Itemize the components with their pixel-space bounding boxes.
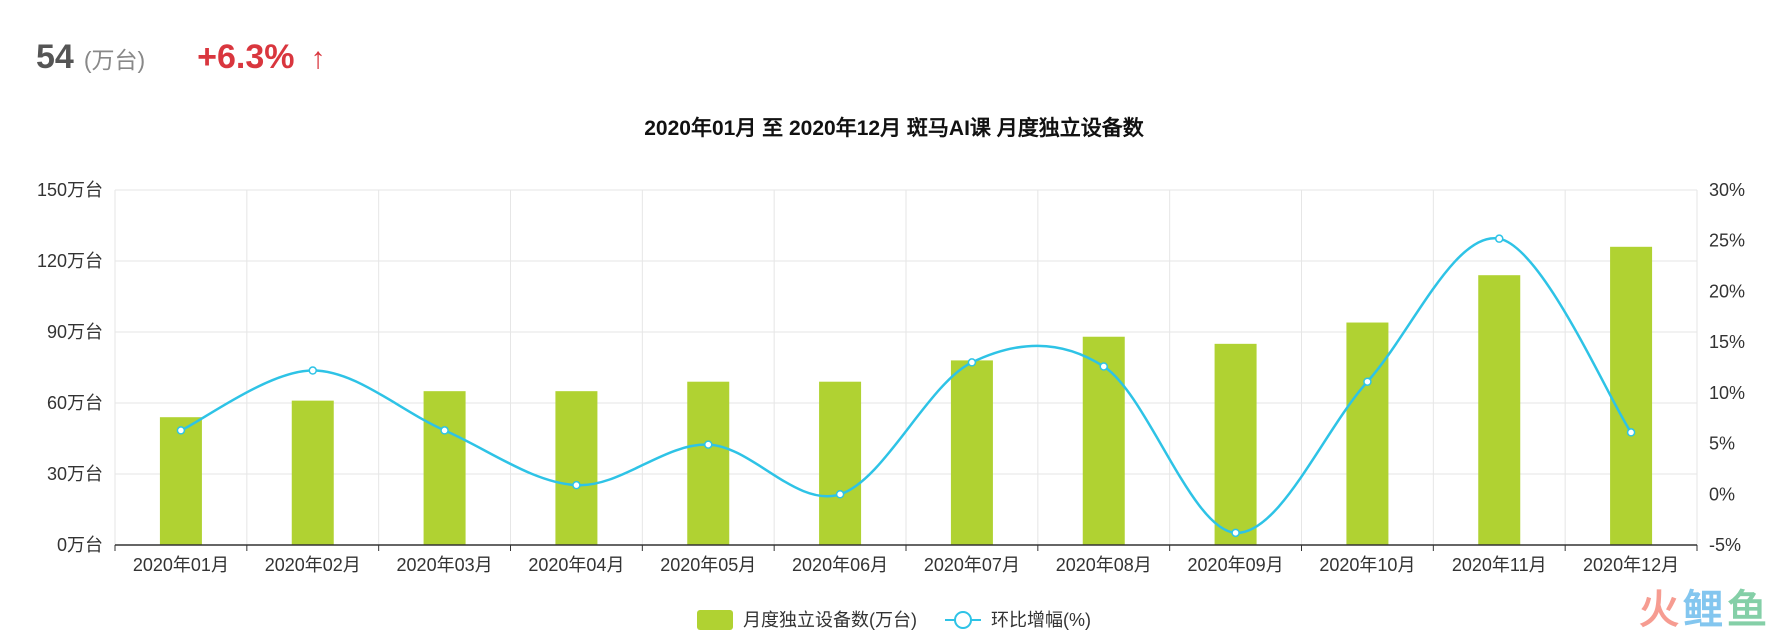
kpi-value: 54 — [36, 38, 74, 76]
line-point[interactable] — [440, 426, 449, 435]
kpi-summary: 54 (万台) +6.3% ↑ — [36, 38, 326, 77]
bar[interactable] — [159, 417, 202, 545]
left-axis-tick-label: 150万台 — [37, 180, 103, 200]
legend-line-label[interactable]: 环比增幅(%) — [991, 610, 1091, 630]
watermark-logo: 火鲤鱼 — [1639, 577, 1771, 635]
line-point[interactable] — [1626, 428, 1636, 437]
x-axis-tick-label: 2020年11月 — [1452, 555, 1547, 575]
x-axis-tick-label: 2020年08月 — [1056, 555, 1152, 575]
left-axis-tick-label: 30万台 — [47, 464, 103, 484]
left-axis: 0万台 30万台 60万台 90万台 120万台 150万台 — [37, 180, 103, 555]
right-axis-tick-label: 25% — [1709, 231, 1745, 251]
chart-title: 2020年01月 至 2020年12月 斑马AI课 月度独立设备数 — [644, 116, 1144, 140]
legend[interactable]: 月度独立设备数(万台) 环比增幅(%) — [697, 610, 1091, 630]
watermark-char: 鲤 — [1683, 587, 1727, 633]
line-point[interactable] — [835, 490, 845, 499]
line-series — [176, 234, 1636, 538]
bar[interactable] — [1082, 336, 1125, 545]
legend-bar-label[interactable]: 月度独立设备数(万台) — [743, 610, 917, 630]
left-axis-tick-label: 0万台 — [57, 535, 103, 555]
right-axis: -5% 0% 5% 10% 15% 20% 25% 30% — [1709, 180, 1745, 555]
right-axis-tick-label: 0% — [1709, 484, 1735, 504]
line-point[interactable] — [1231, 528, 1240, 538]
x-axis-tick-label: 2020年05月 — [660, 555, 756, 575]
x-axis-tick-label: 2020年10月 — [1319, 555, 1415, 575]
line-point[interactable] — [308, 366, 317, 375]
line-point[interactable] — [1363, 377, 1372, 386]
kpi-change: +6.3% — [197, 38, 295, 76]
grid-lines — [114, 189, 1698, 545]
left-axis-tick-label: 90万台 — [47, 322, 103, 342]
line-point[interactable] — [704, 440, 713, 449]
x-axis-tick-label: 2020年09月 — [1188, 555, 1284, 575]
x-axis-tick-label: 2020年07月 — [924, 555, 1020, 575]
x-axis-tick-label: 2020年06月 — [792, 555, 888, 575]
right-axis-tick-label: 10% — [1709, 383, 1745, 403]
arrow-up-icon: ↑ — [310, 42, 326, 75]
line-point[interactable] — [1099, 362, 1108, 371]
bar[interactable] — [1478, 275, 1521, 545]
x-axis-tick-label: 2020年01月 — [133, 555, 229, 575]
x-axis-tick-label: 2020年02月 — [265, 555, 361, 575]
kpi-unit: (万台) — [83, 47, 146, 73]
bar[interactable] — [1346, 322, 1389, 545]
right-axis-tick-label: -5% — [1709, 535, 1741, 555]
right-axis-tick-label: 20% — [1709, 281, 1745, 301]
legend-bar-swatch[interactable] — [697, 610, 733, 630]
bar[interactable] — [555, 391, 598, 545]
right-axis-tick-label: 30% — [1709, 180, 1745, 200]
x-axis-tick-label: 2020年12月 — [1583, 555, 1679, 575]
line-point[interactable] — [967, 358, 977, 367]
right-axis-tick-label: 15% — [1709, 332, 1745, 352]
bar[interactable] — [291, 400, 334, 545]
bar[interactable] — [1214, 343, 1257, 545]
bar[interactable] — [819, 381, 862, 545]
bar[interactable] — [687, 381, 730, 545]
left-axis-tick-label: 120万台 — [37, 251, 103, 271]
watermark-char: 鱼 — [1727, 587, 1771, 633]
bar-series — [159, 246, 1653, 546]
x-axis-tick-label: 2020年03月 — [397, 555, 493, 575]
left-axis-tick-label: 60万台 — [47, 393, 103, 413]
bar[interactable] — [950, 360, 993, 545]
legend-line-marker[interactable] — [954, 611, 972, 629]
line-point[interactable] — [572, 480, 581, 490]
line-point[interactable] — [1495, 234, 1504, 243]
bar[interactable] — [1610, 246, 1653, 546]
watermark-char: 火 — [1639, 587, 1683, 633]
bar[interactable] — [423, 391, 466, 545]
x-axis: 2020年01月 2020年02月 2020年03月 2020年04月 2020年05月… — [114, 544, 1698, 575]
line-point[interactable] — [176, 426, 186, 435]
x-axis-tick-label: 2020年04月 — [528, 555, 624, 575]
right-axis-tick-label: 5% — [1709, 434, 1735, 454]
